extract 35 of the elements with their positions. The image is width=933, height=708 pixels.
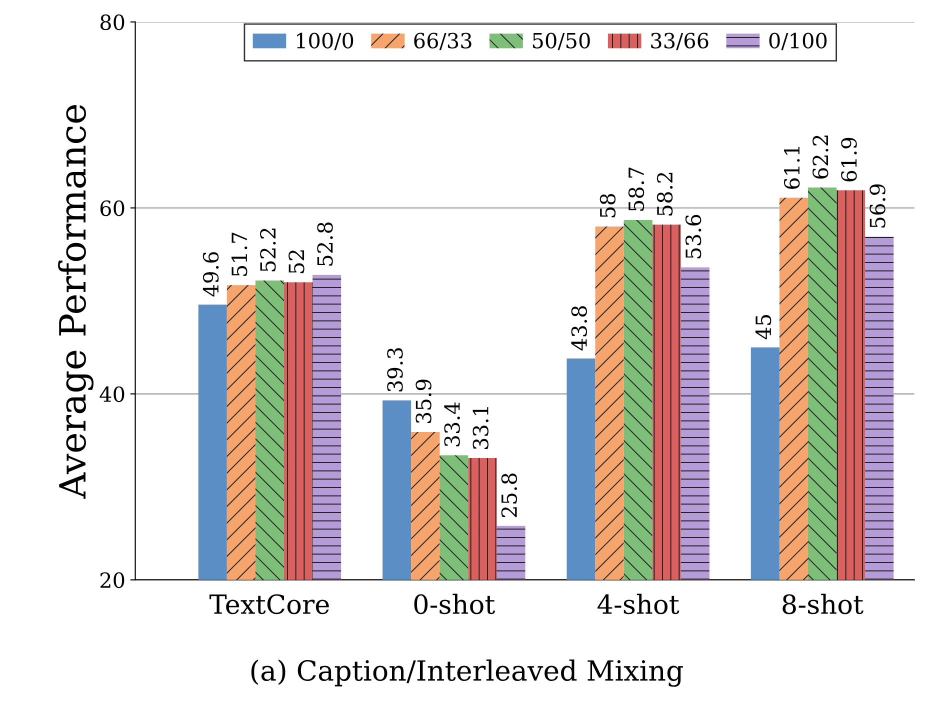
- data-label: 35.9: [416, 380, 432, 423]
- legend-label: 33/66: [651, 32, 708, 50]
- data-label: 62.2: [812, 136, 828, 179]
- data-label: 52.2: [260, 228, 276, 272]
- x-tick-label: 8-shot: [782, 594, 864, 614]
- x-tick-label: 4-shot: [598, 594, 680, 614]
- legend-label: 66/33: [414, 32, 472, 50]
- legend-label: 100/0: [297, 32, 354, 50]
- data-label: 25.8: [501, 474, 518, 518]
- data-label: 49.6: [202, 252, 219, 297]
- data-label: 43.8: [571, 306, 588, 350]
- text: (a) Caption/Interleaved Mixing: [251, 659, 683, 687]
- data-label: 61.9: [841, 138, 857, 182]
- legend-label: 50/50: [532, 32, 590, 50]
- data-label: 39.3: [387, 348, 403, 392]
- data-label: 33.1: [472, 407, 488, 450]
- data-label: 53.6: [685, 214, 702, 258]
- y-axis-title: Average Performance: [58, 104, 94, 499]
- x-tick-label: 0-shot: [414, 594, 496, 614]
- data-label: 51.7: [231, 232, 248, 276]
- y-tick-label: 80: [100, 14, 124, 30]
- data-label: 58.7: [628, 168, 644, 211]
- y-tick-label: 40: [100, 386, 124, 402]
- y-tick-label: 60: [100, 200, 124, 216]
- data-label: 45: [755, 315, 772, 340]
- legend-label: 0/100: [769, 32, 827, 50]
- data-label: 56.9: [870, 184, 886, 228]
- data-label: 58: [600, 194, 616, 218]
- data-label: 52.8: [317, 222, 333, 266]
- data-label: 52: [288, 250, 304, 274]
- y-tick-label: 20: [100, 572, 124, 588]
- data-label: 33.4: [444, 402, 460, 446]
- data-label: 61.1: [784, 146, 800, 189]
- data-label: 58.2: [656, 172, 673, 216]
- x-tick-label: TextCore: [210, 594, 329, 614]
